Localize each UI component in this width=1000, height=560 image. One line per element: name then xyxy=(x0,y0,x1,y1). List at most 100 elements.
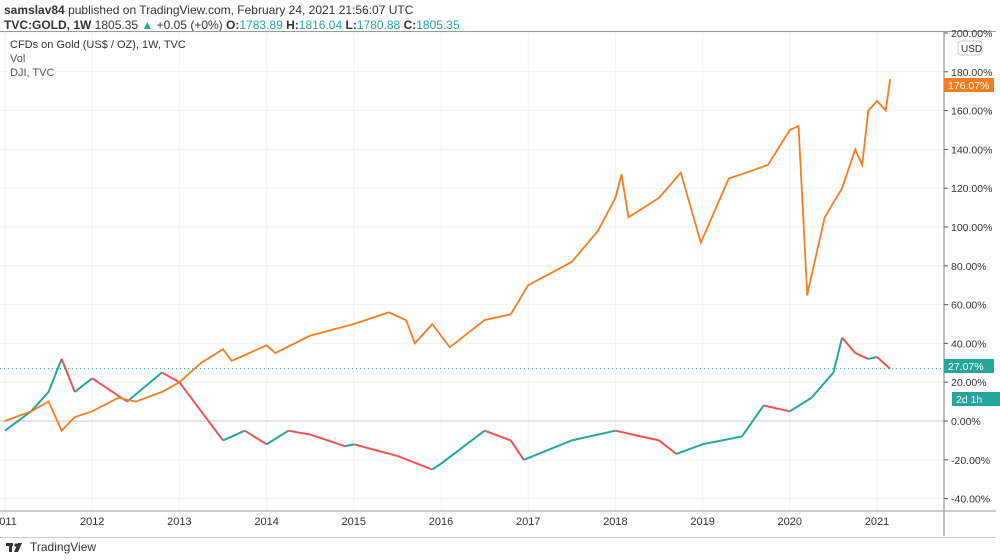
y-tick-label: 120.00% xyxy=(951,183,992,195)
brand[interactable]: TradingView xyxy=(30,540,97,554)
up-arrow-icon: ▲ xyxy=(141,18,154,32)
dji-data-point xyxy=(867,109,870,112)
x-tick-label: 2018 xyxy=(603,516,627,528)
low-value: 1780.88 xyxy=(356,18,401,32)
dji-data-point xyxy=(861,164,863,166)
legend-vol[interactable]: Vol xyxy=(10,53,26,65)
gold-series-segment xyxy=(523,439,573,461)
dji-data-point xyxy=(178,381,181,384)
x-tick-label: 2017 xyxy=(516,516,540,528)
dji-data-point xyxy=(30,410,32,413)
gold-series-segment xyxy=(244,429,268,446)
dji-data-point xyxy=(509,313,512,316)
gold-series-segment xyxy=(832,337,844,373)
dji-data-point xyxy=(265,344,268,347)
footer: TradingView xyxy=(6,540,96,554)
countdown-badge: 2d 1h xyxy=(956,394,982,406)
gold-series-segment xyxy=(484,429,512,442)
legend: CFDs on Gold (US$ / OZ), 1W, TVC Vol DJI… xyxy=(10,38,186,80)
dji-data-point xyxy=(789,129,791,131)
y-tick-label: 180.00% xyxy=(951,67,992,79)
dji-data-point xyxy=(222,348,224,351)
x-tick-label: 2019 xyxy=(690,516,714,528)
legend-gold[interactable]: CFDs on Gold (US$ / OZ), 1W, TVC xyxy=(10,39,186,51)
dji-data-point xyxy=(680,171,682,174)
countdown-badge-bg xyxy=(952,392,1000,406)
dji-data-point xyxy=(841,187,843,189)
dji-data-point xyxy=(405,319,407,321)
chart-svg[interactable]: 2011 2012 2013 2014 2015 2016 2017 2018 2019 2020… xyxy=(0,0,1000,540)
gold-series-segment xyxy=(676,443,703,455)
dji-data-point xyxy=(700,241,702,244)
dji-data-point xyxy=(431,323,434,325)
dji-data-point xyxy=(4,420,6,422)
gold-series-segment xyxy=(876,356,891,370)
dji-data-point xyxy=(527,284,529,287)
gold-series-segment xyxy=(571,429,616,442)
dji-last-badge: 176.07% xyxy=(948,80,989,92)
high-label: H: xyxy=(286,18,299,32)
x-tick-label: 2015 xyxy=(342,516,366,528)
dji-data-point xyxy=(876,100,878,102)
currency-badge: USD xyxy=(961,44,982,55)
x-tick-label: 2020 xyxy=(778,516,802,528)
dji-data-point xyxy=(47,400,50,403)
gold-series-segment xyxy=(4,410,32,432)
gold-series-segment xyxy=(702,435,743,446)
dji-data-point xyxy=(823,216,826,219)
dji-data-point xyxy=(727,177,730,180)
y-tick-label: 40.00% xyxy=(951,338,987,350)
y-tick-label: 20.00% xyxy=(951,377,987,389)
legend-dji[interactable]: DJI, TVC xyxy=(10,67,55,79)
dji-data-point xyxy=(854,148,856,151)
dji-data-point xyxy=(161,391,163,393)
open-label: O: xyxy=(226,18,240,32)
dji-data-point xyxy=(135,400,137,403)
dji-data-point xyxy=(200,362,202,364)
chart-frame xyxy=(0,31,996,538)
gold-series-segment xyxy=(789,396,813,413)
publish-text: published on TradingView.com, February 2… xyxy=(68,3,414,17)
dji-data-point xyxy=(571,261,573,263)
gold-series-segment xyxy=(353,443,398,457)
dji-data-point xyxy=(806,294,809,296)
dji-data-point xyxy=(91,410,93,413)
gold-series-segment xyxy=(344,443,355,448)
y-tick-label: 200.00% xyxy=(951,28,992,40)
dji-data-point xyxy=(230,360,233,362)
dji-data-point xyxy=(884,109,887,112)
gold-series-segment xyxy=(161,371,180,384)
price: 1805.35 xyxy=(94,18,139,32)
dji-last-badge-bg xyxy=(944,78,994,92)
x-tick-label: 2014 xyxy=(254,516,278,528)
gold-series-segment xyxy=(868,356,878,360)
dji-data-point xyxy=(483,319,486,321)
gold-series-segment xyxy=(200,410,224,441)
close-value: 1805.35 xyxy=(416,18,460,32)
low-label: L: xyxy=(345,18,357,32)
dji-data-point xyxy=(117,396,120,399)
dji-data-point xyxy=(274,352,277,354)
x-tick-label: 2016 xyxy=(429,516,453,528)
gold-series-segment xyxy=(615,429,660,442)
dji-data-point xyxy=(387,311,390,314)
gold-series-segment xyxy=(126,371,163,403)
y-tick-label: 0.00% xyxy=(951,416,981,428)
dji-series-line xyxy=(4,79,891,433)
y-tick-label: 100.00% xyxy=(951,222,992,234)
gold-series-segment xyxy=(741,404,765,438)
gold-series-segment xyxy=(74,377,93,393)
gold-last-badge: 27.07% xyxy=(948,361,984,373)
dji-data-point xyxy=(60,429,63,432)
dji-data-point xyxy=(597,230,599,232)
gold-series-segment xyxy=(810,371,835,399)
change: +0.05 (+0%) xyxy=(156,18,223,32)
author[interactable]: samslav84 xyxy=(4,3,65,17)
dji-data-point xyxy=(767,164,769,166)
dji-data-point xyxy=(745,171,747,174)
y-tick-label: 140.00% xyxy=(951,144,992,156)
gold-series-segment xyxy=(431,462,442,471)
gold-series-segment xyxy=(47,358,63,393)
gold-series-segment xyxy=(763,404,791,413)
dji-data-point xyxy=(353,323,355,325)
